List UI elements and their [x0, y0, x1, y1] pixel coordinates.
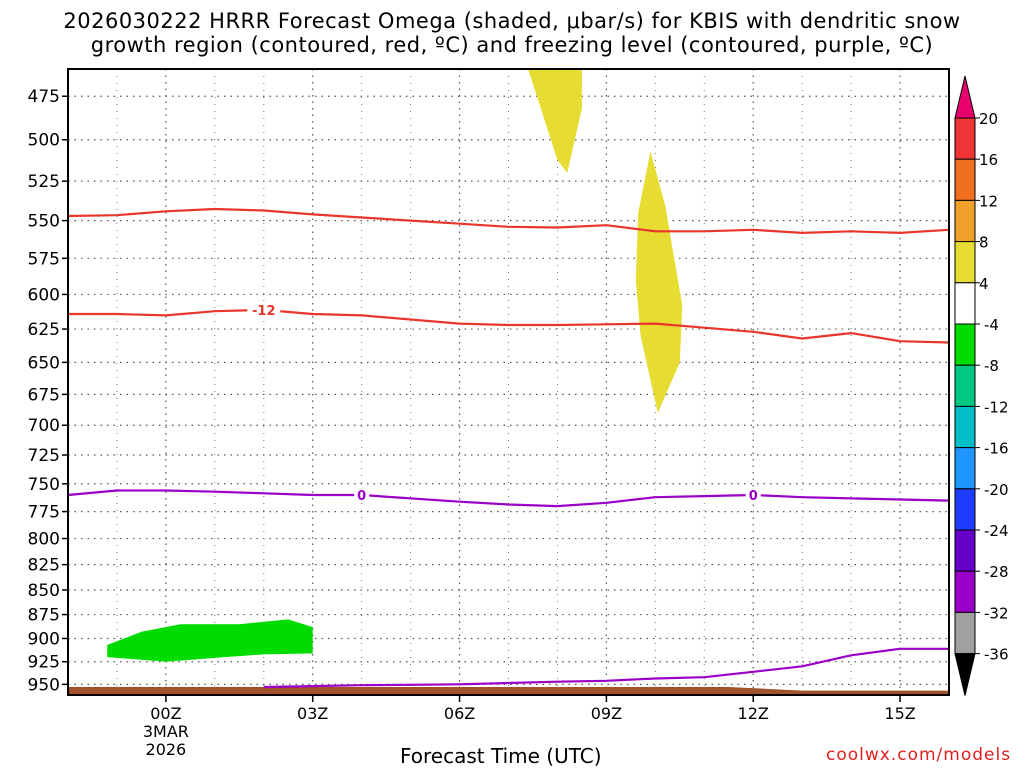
chart-title-line-1: 2026030222 HRRR Forecast Omega (shaded, …: [63, 9, 961, 33]
y-tick-label: 775: [28, 503, 60, 523]
y-tick-label: 900: [28, 629, 60, 649]
y-tick-label: 675: [28, 385, 60, 405]
colorbar-label: 20: [979, 110, 998, 128]
y-tick-label: 600: [28, 285, 60, 305]
colorbar-segment: [954, 158, 976, 201]
colorbar-label: -12: [984, 398, 1009, 416]
colorbar-segment: [954, 199, 976, 243]
x-tick-label: 15Z: [884, 704, 915, 723]
colorbar-label: 4: [979, 275, 989, 293]
y-tick-label: 525: [28, 172, 60, 192]
contour-label: -12: [252, 304, 276, 319]
footer-credit: coolwx.com/models: [826, 745, 1012, 765]
contour-label: 0: [357, 489, 366, 504]
colorbar-segment: [954, 282, 976, 325]
contour-label-bg: [745, 487, 761, 504]
contour-label-bg: [247, 301, 281, 318]
colorbar-segment: [954, 117, 976, 160]
y-tick-label: 750: [28, 475, 60, 495]
colorbar-label: -32: [984, 604, 1009, 622]
plot-frame: [67, 68, 950, 696]
plot-background: [68, 69, 949, 695]
y-tick-label: 625: [28, 320, 60, 340]
y-tick-label: 800: [28, 530, 60, 550]
colorbar-segment: [954, 447, 976, 490]
contour-label: 0: [749, 489, 758, 504]
grid-lines: [67, 69, 950, 695]
y-tick-label: 700: [28, 416, 60, 436]
freezing-level-contour: [68, 489, 949, 508]
y-tick-label: 475: [28, 87, 60, 107]
colorbar-segment: [954, 488, 976, 531]
x-axis-title: Forecast Time (UTC): [400, 744, 602, 768]
omega-shaded-region: [635, 151, 683, 413]
dendritic-contour: [68, 207, 949, 234]
contour-labels: -12 0 0: [247, 301, 761, 504]
x-tick-label: 00Z: [150, 704, 181, 723]
colorbar-segment: [954, 611, 976, 655]
contour-label-bg: [354, 487, 370, 504]
colorbar-segment: [954, 405, 976, 449]
omega-shaded-regions: [107, 69, 683, 662]
colorbar-segment: [954, 529, 976, 572]
contour-lines: [68, 207, 949, 689]
x-tick-sublabel: 3MAR: [143, 722, 189, 741]
ground-layer: [68, 687, 949, 695]
omega-shaded-region: [528, 69, 582, 173]
y-tick-label: 725: [28, 446, 60, 466]
colorbar-segment: [954, 570, 976, 613]
y-tick-label: 575: [28, 249, 60, 269]
x-tick-label: 03Z: [297, 704, 328, 723]
y-tick-label: 550: [28, 212, 60, 232]
colorbar-label: -8: [984, 357, 999, 375]
y-tick-label: 650: [28, 353, 60, 373]
ground-fill: [68, 687, 949, 695]
x-tick-label: 06Z: [444, 704, 475, 723]
colorbar-segment: [954, 323, 976, 366]
y-tick-label: 925: [28, 653, 60, 673]
y-tick-label: 500: [28, 131, 60, 151]
colorbar-segment: [954, 241, 976, 284]
y-tick-label: 875: [28, 606, 60, 626]
colorbar: 20 16 12 8 4 -4 -8 -12 -16 -20 -24 -28 -32 -36: [954, 75, 1009, 696]
colorbar-segment: [954, 364, 976, 407]
colorbar-label: -16: [984, 440, 1009, 458]
x-tick-sublabel: 2026: [146, 740, 187, 759]
colorbar-bottom-arrow: [954, 653, 976, 696]
colorbar-top-arrow: [954, 75, 976, 119]
y-axis: 475 500 525 550 575 600 625 650 675 700 725 750 775 8…: [28, 87, 68, 695]
colorbar-label: -28: [984, 563, 1009, 581]
x-tick-label: 12Z: [738, 704, 769, 723]
colorbar-label: -36: [984, 646, 1009, 664]
colorbar-label: 8: [979, 234, 989, 252]
colorbar-label: 16: [979, 151, 998, 169]
y-tick-label: 825: [28, 556, 60, 576]
y-tick-label: 950: [28, 675, 60, 695]
y-tick-label: 850: [28, 581, 60, 601]
colorbar-label: -20: [984, 481, 1009, 499]
colorbar-label: -24: [984, 522, 1009, 540]
dendritic-contour: [68, 308, 949, 344]
colorbar-label: 12: [979, 192, 998, 210]
colorbar-label: -4: [984, 316, 999, 334]
x-tick-label: 09Z: [591, 704, 622, 723]
chart-title-line-2: growth region (contoured, red, ºC) and f…: [90, 33, 934, 57]
omega-shaded-region: [107, 619, 313, 662]
freezing-level-contour: [263, 647, 949, 689]
